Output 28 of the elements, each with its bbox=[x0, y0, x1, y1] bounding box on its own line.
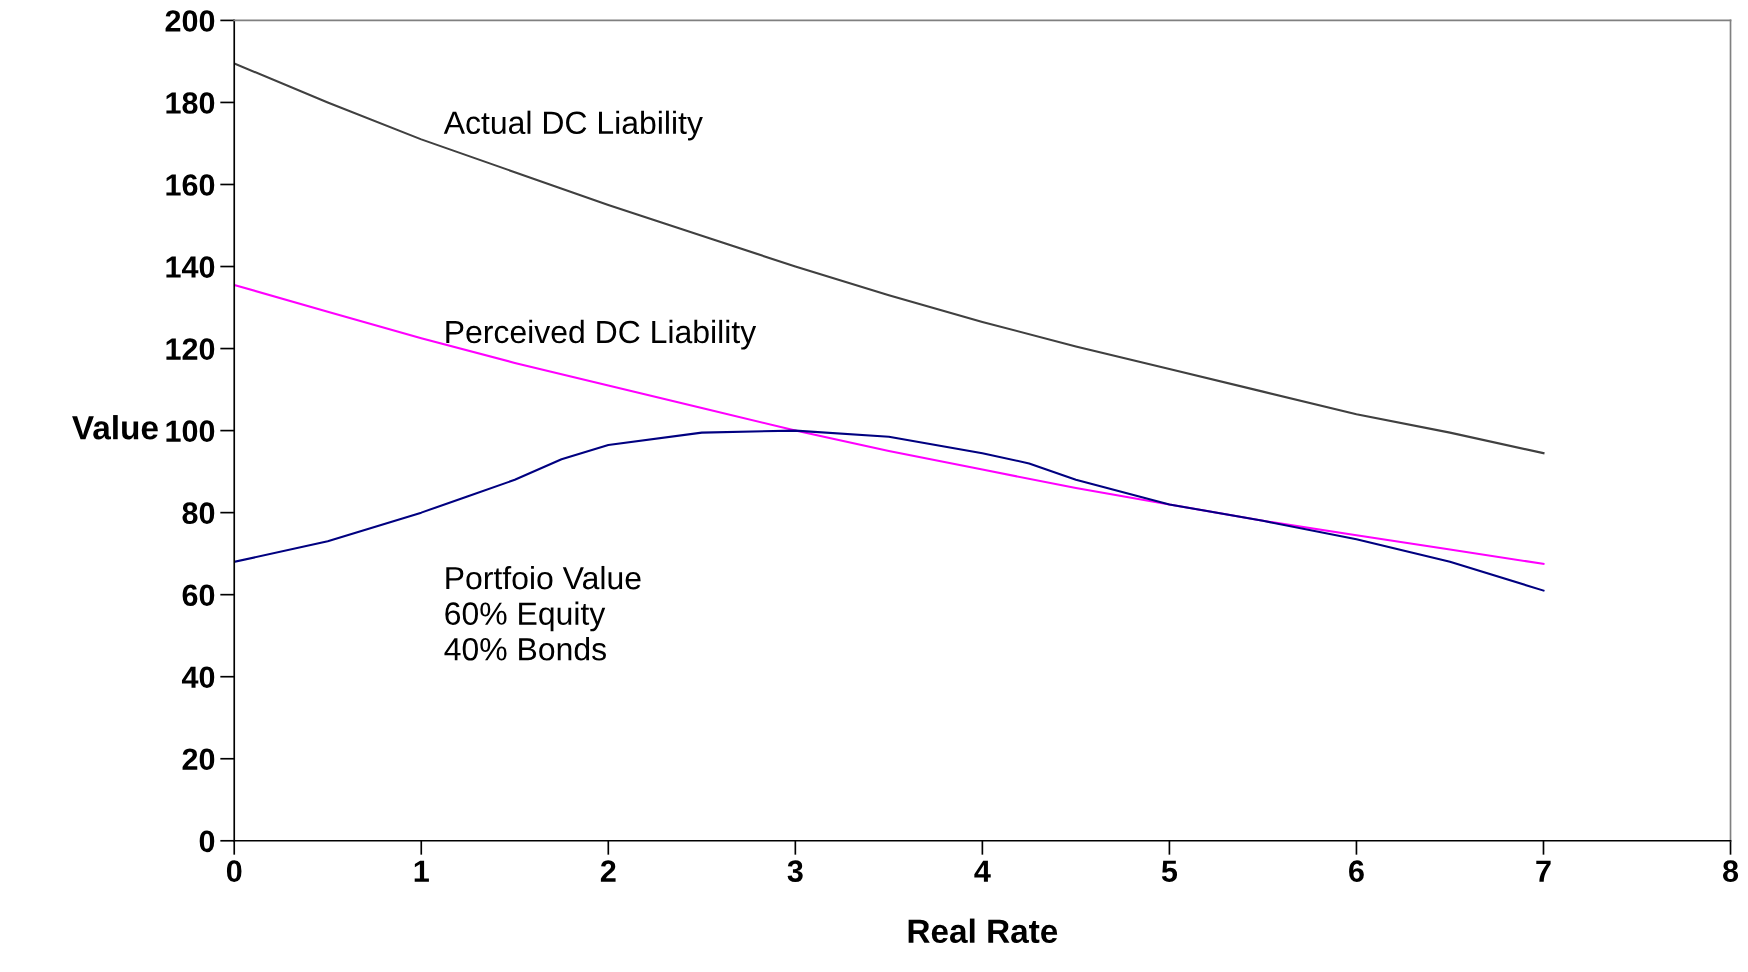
line-series bbox=[234, 283, 1545, 565]
series-label: Perceived DC Liability bbox=[446, 319, 757, 350]
y-axis-title: Value bbox=[72, 415, 158, 440]
series-label: Portfoio Value 60% Equity 40% Bonds bbox=[444, 565, 641, 661]
line-series bbox=[234, 429, 1545, 592]
y-tick-label: 140 bbox=[166, 256, 215, 278]
y-tick-label: 20 bbox=[182, 748, 215, 771]
x-tick-label: 0 bbox=[226, 860, 242, 882]
x-tick-label: 8 bbox=[1722, 860, 1739, 882]
y-tick-label: 60 bbox=[182, 584, 215, 607]
x-tick-label: 1 bbox=[414, 860, 429, 882]
x-tick-label: 2 bbox=[600, 860, 616, 882]
y-tick-label: 80 bbox=[182, 502, 215, 525]
x-tick-label: 3 bbox=[787, 860, 803, 883]
x-tick-label: 7 bbox=[1536, 860, 1551, 882]
line-series bbox=[234, 62, 1545, 455]
y-tick-label: 200 bbox=[165, 10, 215, 32]
x-tick-label: 5 bbox=[1161, 860, 1178, 882]
y-tick-label: 0 bbox=[199, 830, 215, 853]
x-axis-title: Real Rate bbox=[908, 918, 1058, 944]
x-tick-label: 6 bbox=[1349, 860, 1364, 882]
y-tick-label: 160 bbox=[166, 174, 215, 196]
y-tick-label: 120 bbox=[166, 338, 215, 360]
y-tick-label: 180 bbox=[166, 92, 215, 114]
series-label: Actual DC Liability bbox=[443, 110, 703, 141]
x-tick-label: 4 bbox=[974, 860, 991, 882]
y-tick-label: 100 bbox=[166, 420, 215, 442]
y-tick-label: 40 bbox=[181, 666, 215, 689]
